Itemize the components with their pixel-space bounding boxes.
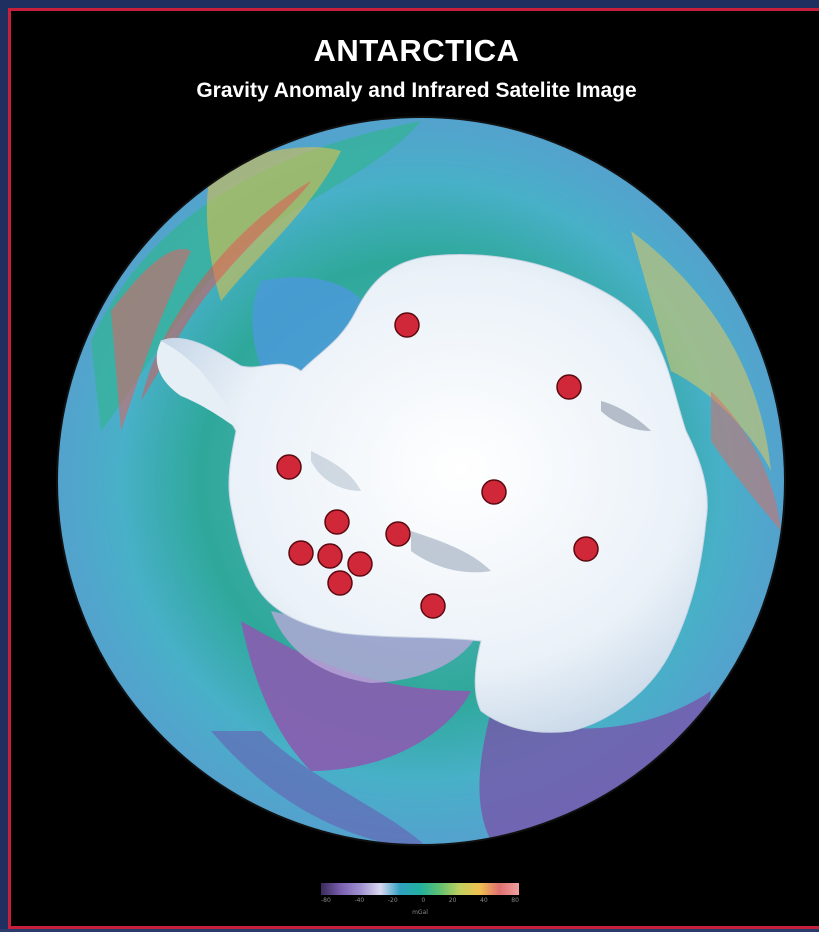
map-marker xyxy=(385,521,411,547)
colorbar-tick: 0 xyxy=(421,897,426,904)
map-marker xyxy=(276,454,302,480)
continent-ice xyxy=(156,254,708,733)
colorbar-tick: 80 xyxy=(511,897,519,904)
colorbar-tick: 40 xyxy=(480,897,488,904)
map-marker xyxy=(317,543,343,569)
colorbar-unit: mGal xyxy=(412,909,428,916)
colorbar-ticks: -80 -40 -20 0 20 40 80 xyxy=(321,897,519,907)
map-marker xyxy=(481,479,507,505)
page-subtitle: Gravity Anomaly and Infrared Satelite Im… xyxy=(196,79,637,102)
map-marker xyxy=(324,509,350,535)
map-marker xyxy=(394,312,420,338)
antarctica-map xyxy=(56,116,786,846)
colorbar-tick: -80 xyxy=(321,897,331,904)
map-marker xyxy=(347,551,373,577)
colorbar-tick: -40 xyxy=(354,897,365,904)
colorbar-tick: -20 xyxy=(387,897,398,904)
poster-panel: ANTARCTICA Gravity Anomaly and Infrared … xyxy=(8,8,819,929)
colorbar-tick: 20 xyxy=(448,897,457,904)
page-title: ANTARCTICA xyxy=(313,33,520,68)
map-marker xyxy=(556,374,582,400)
marker-group xyxy=(276,312,599,619)
map-marker xyxy=(573,536,599,562)
colorbar xyxy=(321,883,519,895)
map-marker xyxy=(420,593,446,619)
map-marker xyxy=(288,540,314,566)
map-marker xyxy=(327,570,353,596)
